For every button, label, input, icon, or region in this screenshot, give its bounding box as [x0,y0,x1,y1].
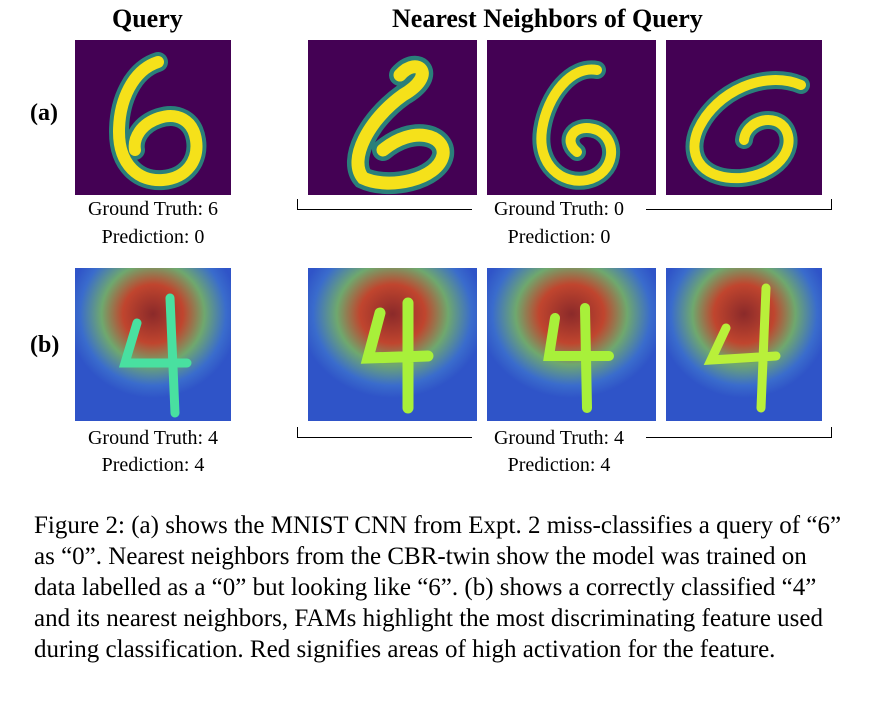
neighbor-heatmap-3 [666,268,822,421]
query-b-ground-truth: Ground Truth: 4 [87,427,219,449]
neighbor-heatmap-1 [308,268,477,421]
neighbor-image-1 [308,40,477,195]
query-heatmap-digit-4 [75,268,231,421]
query-b-prediction: Prediction: 4 [101,454,205,476]
query-a-prediction: Prediction: 0 [101,226,205,248]
neighbors-a-prediction: Prediction: 0 [507,226,611,248]
query-image-digit-6 [75,40,231,195]
query-header: Query [112,4,183,33]
query-a-ground-truth: Ground Truth: 6 [87,198,219,220]
row-a-label: (a) [30,100,58,126]
neighbor-heatmap-2 [487,268,656,421]
figure-caption: Figure 2: (a) shows the MNIST CNN from E… [34,512,842,663]
neighbors-b-prediction: Prediction: 4 [507,454,611,476]
neighbors-b-ground-truth: Ground Truth: 4 [472,424,646,452]
neighbors-a-ground-truth: Ground Truth: 0 [472,195,646,223]
row-b-label: (b) [30,332,60,358]
neighbors-header: Nearest Neighbors of Query [392,4,703,33]
neighbor-image-3 [666,40,822,195]
neighbor-image-2 [487,40,656,195]
